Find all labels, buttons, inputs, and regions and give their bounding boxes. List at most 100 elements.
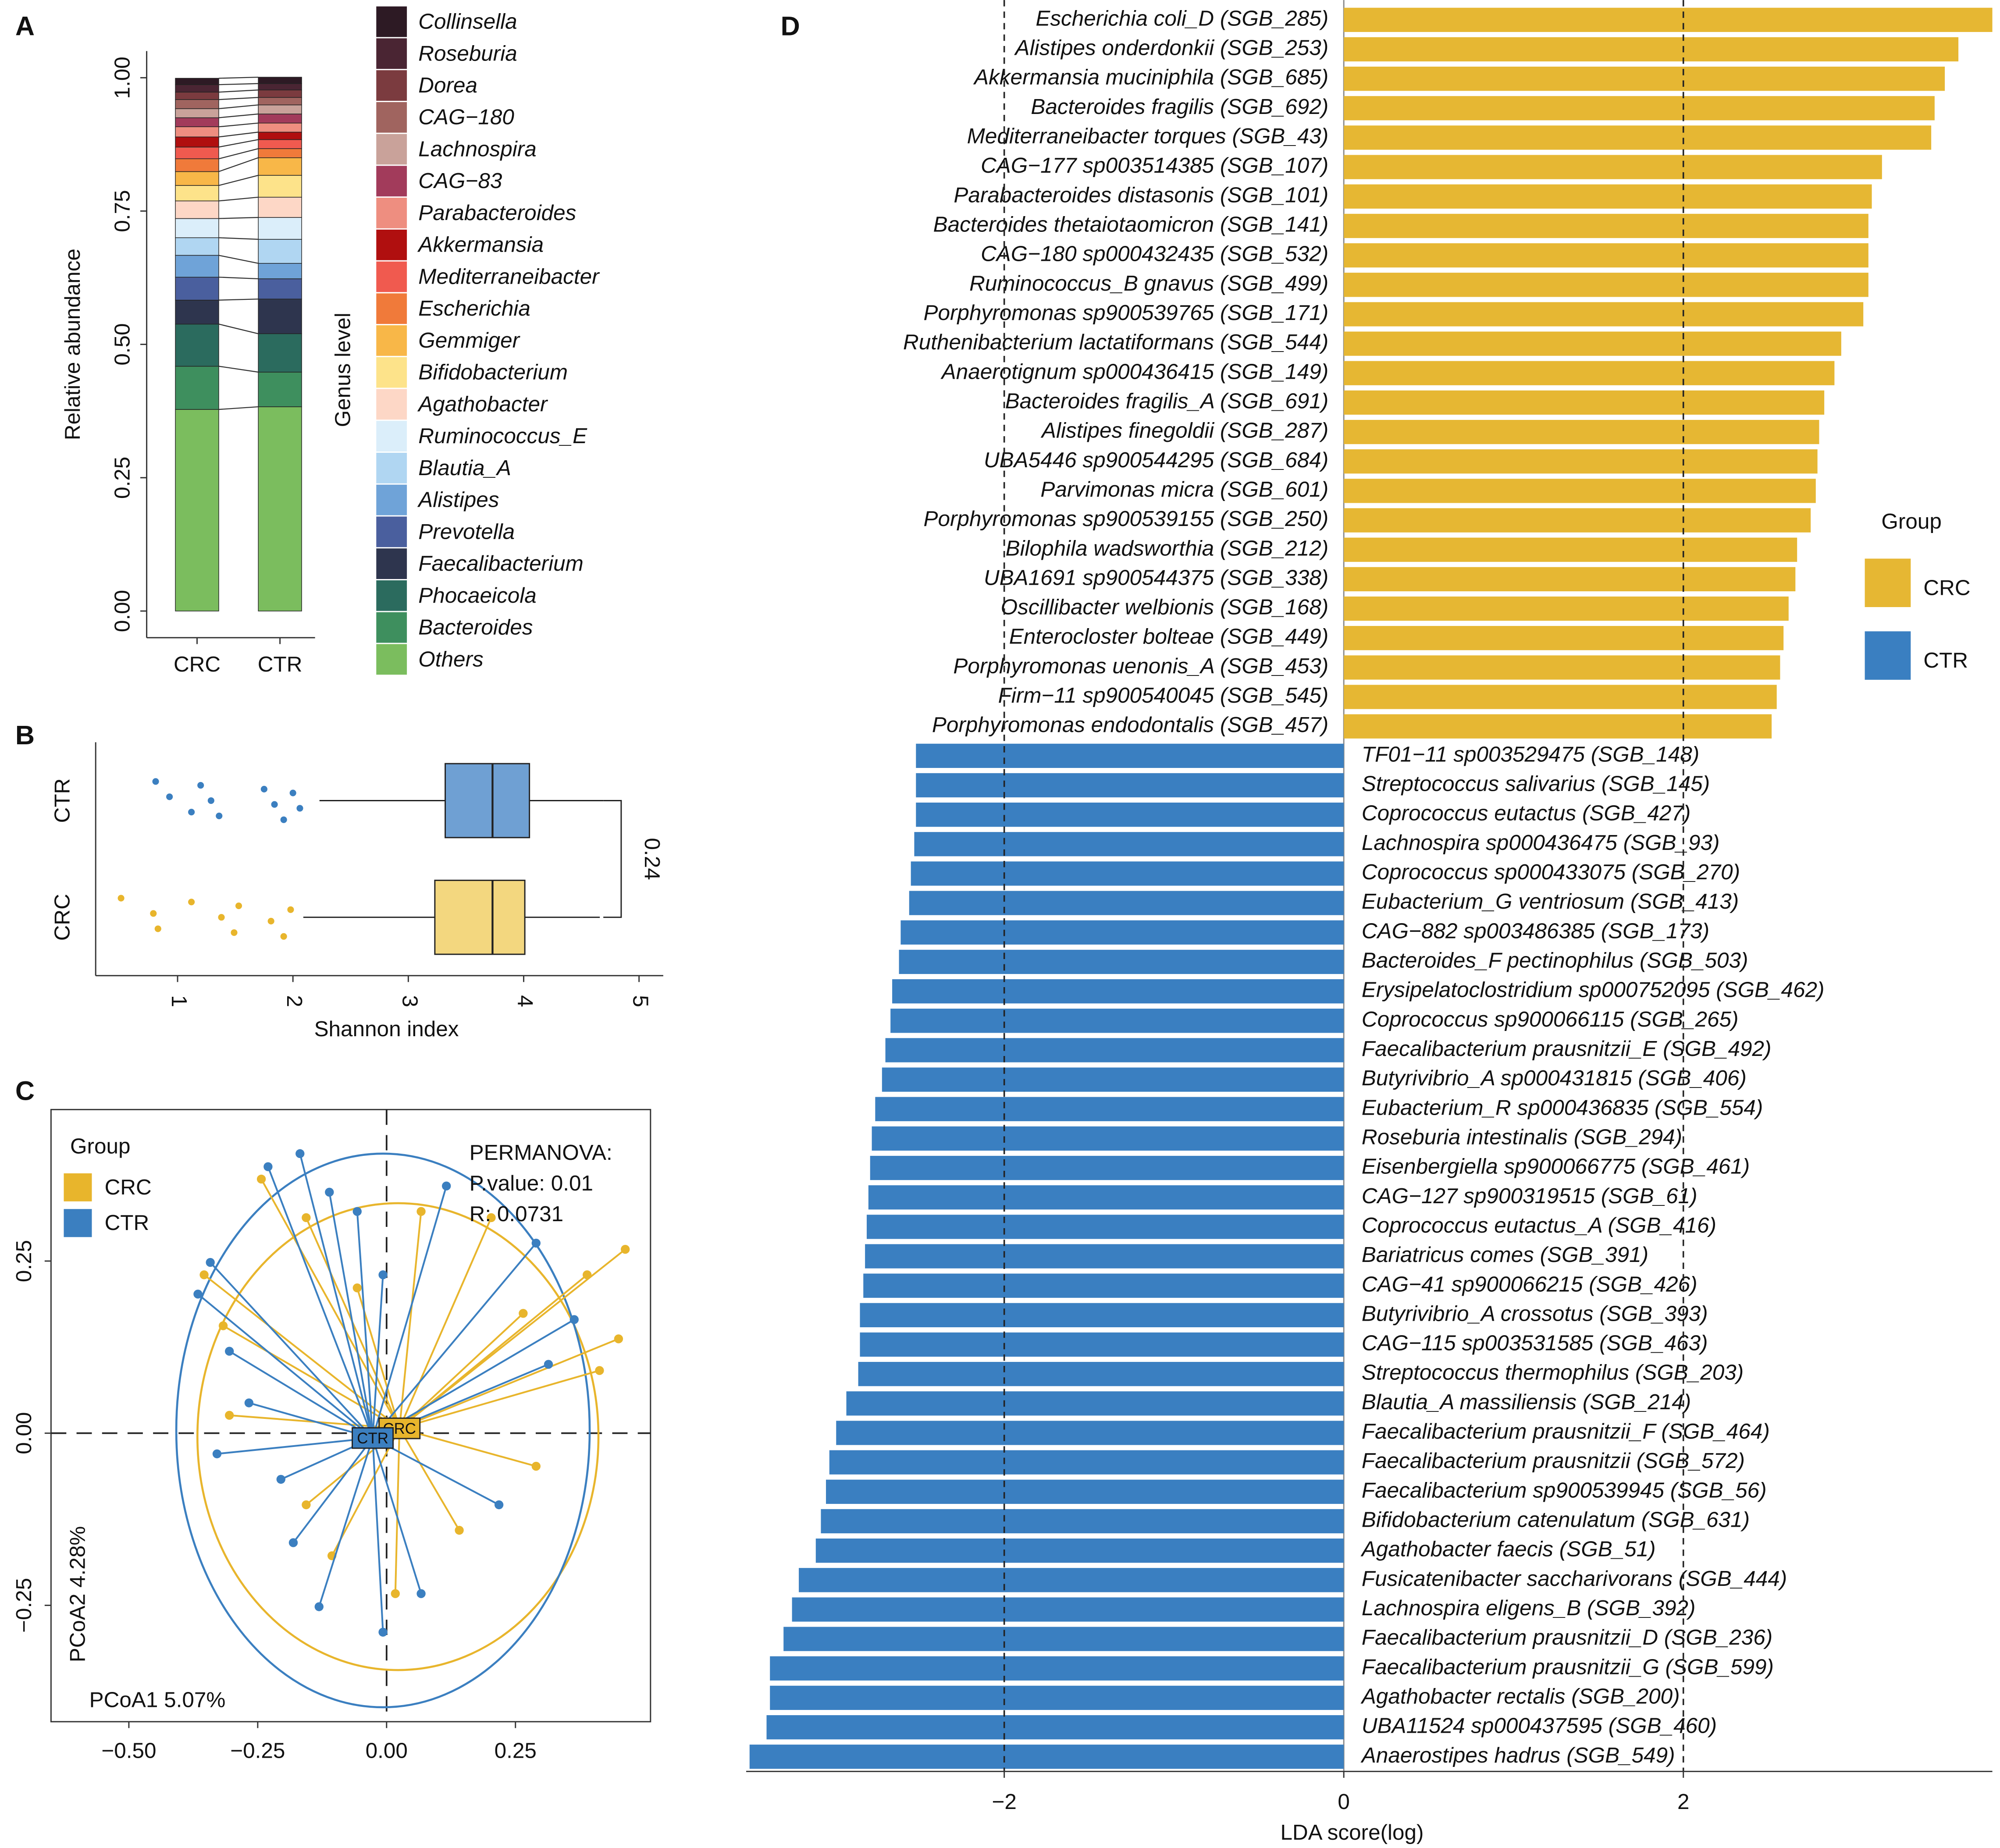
point bbox=[287, 906, 294, 913]
category-label: Faecalibacterium prausnitzii_F (SGB_464) bbox=[1362, 1419, 1770, 1443]
y-axis-label: PCoA2 4.28% bbox=[65, 1526, 89, 1663]
bar-segment bbox=[258, 104, 302, 114]
category-label: Fusicatenibacter saccharivorans (SGB_444… bbox=[1362, 1567, 1787, 1591]
y-tick-label: CTR bbox=[50, 778, 75, 823]
legend-swatch bbox=[376, 516, 407, 547]
legend-swatch bbox=[376, 548, 407, 579]
bar bbox=[846, 1391, 1344, 1416]
spider-line bbox=[299, 1153, 374, 1439]
ellipse bbox=[175, 1152, 591, 1709]
x-tick-label: 0.00 bbox=[366, 1739, 408, 1763]
bar bbox=[783, 1627, 1344, 1651]
bar bbox=[872, 1126, 1344, 1151]
category-label: UBA11524 sp000437595 (SGB_460) bbox=[1362, 1714, 1717, 1738]
category-label: Eubacterium_R sp000436835 (SGB_554) bbox=[1362, 1095, 1763, 1119]
bar-segment bbox=[258, 148, 302, 158]
bar bbox=[799, 1568, 1344, 1592]
point bbox=[154, 925, 161, 932]
legend-label: Bacteroides bbox=[418, 615, 533, 640]
bar bbox=[860, 1332, 1344, 1357]
category-label: Eisenbergiella sp900066775 (SGB_461) bbox=[1362, 1155, 1750, 1179]
x-tick-label: 2 bbox=[282, 995, 306, 1007]
category-label: Mediterraneibacter torques (SGB_43) bbox=[967, 124, 1329, 148]
legend-label: CRC bbox=[105, 1175, 152, 1199]
box bbox=[445, 763, 530, 839]
legend-title: Group bbox=[70, 1134, 130, 1159]
point bbox=[325, 1187, 334, 1197]
spider-line bbox=[197, 1293, 374, 1439]
bar bbox=[826, 1479, 1344, 1504]
legend-label: Parabacteroides bbox=[418, 201, 576, 225]
x-axis-label: PCoA1 5.07% bbox=[89, 1688, 226, 1712]
bar bbox=[900, 920, 1344, 945]
category-label: Roseburia intestinalis (SGB_294) bbox=[1362, 1125, 1682, 1149]
legend-label: CAG−180 bbox=[418, 105, 514, 129]
category-label: Porphyromonas sp900539765 (SGB_171) bbox=[924, 301, 1329, 325]
bar-segment bbox=[175, 366, 219, 410]
bar bbox=[1344, 596, 1789, 621]
panel-label: A bbox=[15, 11, 35, 41]
x-axis-label: LDA score(log) bbox=[1280, 1820, 1423, 1844]
bar-segment bbox=[258, 263, 302, 279]
connector bbox=[218, 406, 259, 410]
category-label: Bariatricus comes (SGB_391) bbox=[1362, 1243, 1648, 1267]
bar-segment bbox=[258, 123, 302, 133]
category-label: Blautia_A massiliensis (SGB_214) bbox=[1362, 1390, 1691, 1414]
category-label: Porphyromonas endodontalis (SGB_457) bbox=[932, 713, 1328, 737]
category-label: Alistipes finegoldii (SGB_287) bbox=[1040, 419, 1328, 443]
bar-segment bbox=[258, 299, 302, 334]
connector bbox=[218, 113, 259, 118]
point bbox=[152, 778, 159, 785]
bar bbox=[863, 1273, 1344, 1298]
category-label: Bacteroides_F pectinophilus (SGB_503) bbox=[1362, 948, 1748, 972]
bar bbox=[1344, 125, 1932, 150]
spider-line bbox=[399, 1274, 588, 1429]
legend-label: CAG−83 bbox=[418, 169, 502, 193]
legend-label: Gemmiger bbox=[418, 328, 520, 352]
bar bbox=[821, 1509, 1344, 1534]
legend-label: CTR bbox=[1923, 648, 1968, 672]
x-tick-label: 3 bbox=[398, 995, 422, 1007]
bar-segment bbox=[175, 158, 219, 172]
bar bbox=[899, 949, 1344, 974]
point bbox=[352, 1207, 362, 1216]
category-label: TF01−11 sp003529475 (SGB_148) bbox=[1362, 742, 1699, 766]
ellipse bbox=[196, 1202, 600, 1671]
spider-line bbox=[372, 1186, 448, 1439]
legend-swatch bbox=[376, 102, 407, 133]
bar bbox=[1344, 419, 1819, 444]
connector bbox=[218, 277, 259, 280]
bar-segment bbox=[175, 237, 219, 256]
point bbox=[256, 1174, 266, 1184]
category-label: Coprococcus eutactus_A (SGB_416) bbox=[1362, 1213, 1716, 1237]
bar-segment bbox=[258, 157, 302, 176]
annotation: 0.24 bbox=[640, 838, 664, 880]
y-tick-label: 0.00 bbox=[110, 590, 134, 632]
category-label: Streptococcus thermophilus (SGB_203) bbox=[1362, 1361, 1744, 1385]
legend-label: Blautia_A bbox=[418, 456, 511, 480]
connector bbox=[218, 196, 259, 202]
connector bbox=[218, 104, 259, 110]
bar bbox=[815, 1538, 1344, 1563]
category-label: Bacteroides fragilis (SGB_692) bbox=[1031, 95, 1328, 119]
point bbox=[271, 801, 278, 808]
bar bbox=[1344, 508, 1811, 533]
bar bbox=[770, 1685, 1344, 1710]
point bbox=[416, 1207, 426, 1216]
category-label: CAG−180 sp000432435 (SGB_532) bbox=[981, 242, 1328, 266]
bar-segment bbox=[175, 323, 219, 367]
category-label: Bilophila wadsworthia (SGB_212) bbox=[1006, 536, 1329, 560]
panel-label: C bbox=[15, 1076, 35, 1106]
category-label: Porphyromonas uenonis_A (SGB_453) bbox=[953, 654, 1328, 678]
point bbox=[583, 1270, 592, 1279]
point bbox=[442, 1181, 451, 1191]
legend-swatch bbox=[1865, 558, 1911, 608]
category-label: UBA1691 sp900544375 (SGB_338) bbox=[984, 565, 1328, 590]
panel-label: B bbox=[15, 720, 35, 750]
category-label: Oscillibacter welbionis (SGB_168) bbox=[1001, 595, 1329, 619]
bar bbox=[1344, 67, 1945, 91]
point bbox=[302, 1213, 311, 1223]
legend-label: Agathobacter bbox=[417, 392, 548, 416]
legend-swatch bbox=[376, 644, 407, 675]
